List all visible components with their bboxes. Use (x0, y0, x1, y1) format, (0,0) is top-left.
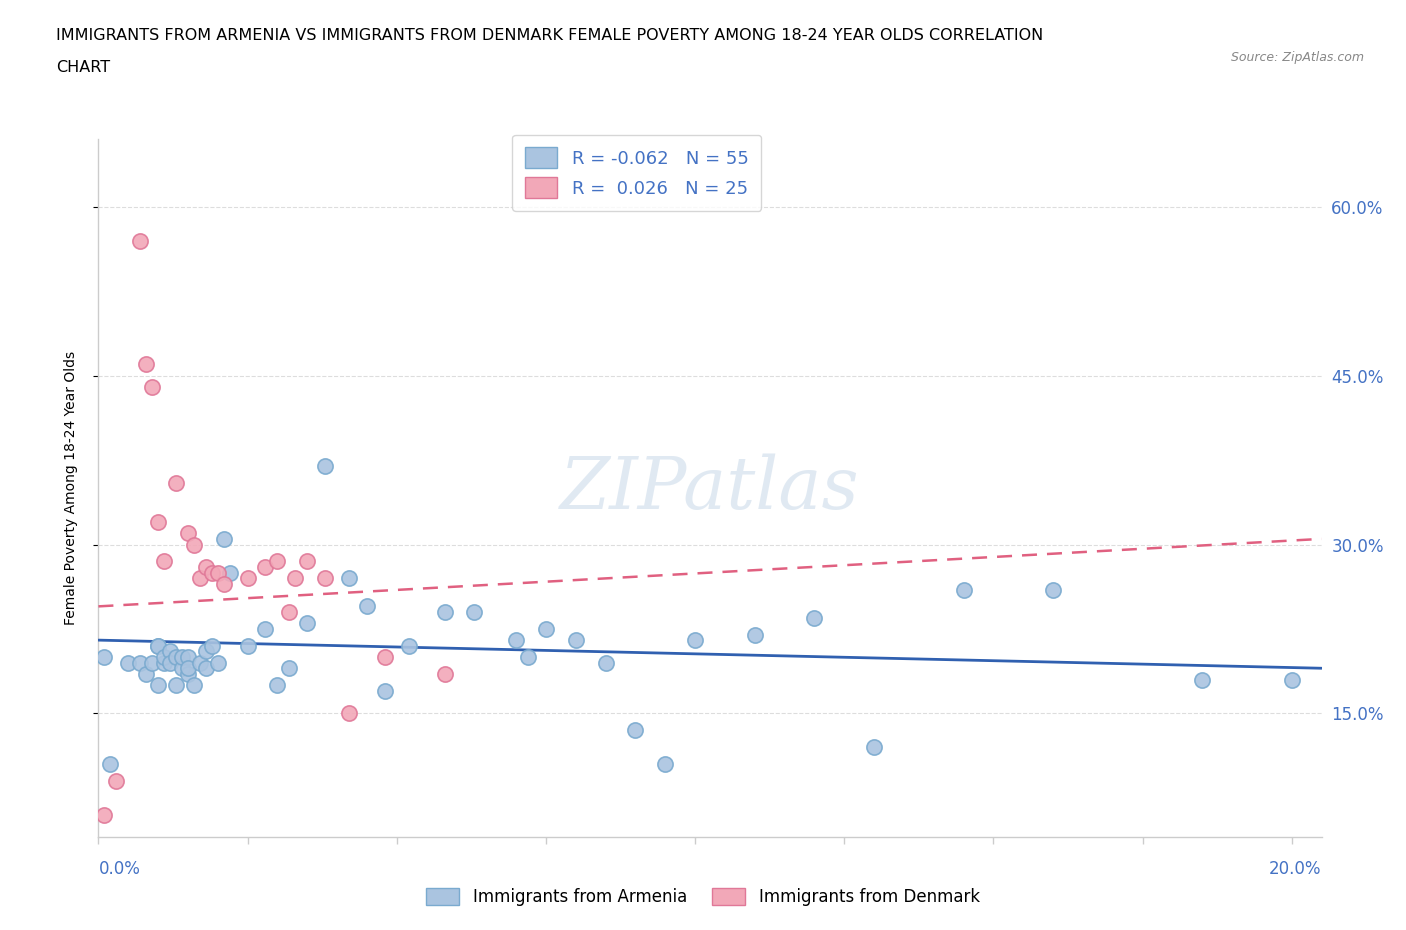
Point (93, 807, 115, 822)
Point (356, 599, 378, 614)
Point (201, 565, 224, 580)
Point (141, 655, 163, 670)
Point (188, 655, 211, 670)
Point (146, 678, 169, 693)
Point (165, 649, 187, 664)
Point (314, 458, 336, 473)
Text: 20.0%: 20.0% (1270, 860, 1322, 878)
Point (194, 644, 217, 658)
Point (1191, 672, 1213, 687)
Point (135, 357, 157, 372)
Point (183, 537, 205, 551)
Point (105, 774, 128, 789)
Point (463, 604, 485, 619)
Point (254, 560, 277, 575)
Point (517, 649, 540, 664)
Point (534, 621, 557, 636)
Text: CHART: CHART (56, 60, 110, 75)
Legend: R = -0.062   N = 55, R =  0.026   N = 25: R = -0.062 N = 55, R = 0.026 N = 25 (512, 135, 761, 210)
Y-axis label: Female Poverty Among 18-24 Year Olds: Female Poverty Among 18-24 Year Olds (63, 352, 77, 625)
Point (236, 571, 259, 586)
Point (218, 565, 240, 580)
Point (159, 644, 181, 658)
Point (254, 621, 277, 636)
Point (165, 475, 187, 490)
Point (212, 577, 235, 591)
Point (177, 649, 200, 664)
Point (177, 667, 200, 682)
Point (177, 525, 200, 540)
Point (129, 233, 152, 248)
Point (803, 610, 825, 625)
Point (565, 632, 588, 647)
Point (505, 632, 527, 647)
Point (170, 649, 193, 664)
Text: 0.0%: 0.0% (98, 860, 141, 878)
Point (337, 571, 360, 586)
Point (117, 655, 139, 670)
Point (153, 649, 176, 664)
Point (433, 604, 456, 619)
Point (433, 667, 456, 682)
Point (146, 638, 169, 653)
Point (146, 638, 169, 653)
Point (374, 649, 396, 664)
Point (194, 560, 217, 575)
Text: ZIPatlas: ZIPatlas (560, 453, 860, 524)
Point (266, 678, 288, 693)
Point (153, 655, 176, 670)
Point (297, 616, 319, 631)
Point (165, 678, 187, 693)
Point (207, 565, 229, 580)
Point (170, 661, 193, 676)
Point (278, 661, 301, 676)
Text: IMMIGRANTS FROM ARMENIA VS IMMIGRANTS FROM DENMARK FEMALE POVERTY AMONG 18-24 YE: IMMIGRANTS FROM ARMENIA VS IMMIGRANTS FR… (56, 28, 1043, 43)
Point (236, 638, 259, 653)
Point (654, 756, 676, 771)
Point (183, 678, 205, 693)
Text: Source: ZipAtlas.com: Source: ZipAtlas.com (1230, 51, 1364, 64)
Point (683, 632, 706, 647)
Point (374, 684, 396, 698)
Point (93, 649, 115, 664)
Legend: Immigrants from Armenia, Immigrants from Denmark: Immigrants from Armenia, Immigrants from… (419, 881, 987, 912)
Point (212, 531, 235, 546)
Point (153, 554, 176, 569)
Point (135, 667, 157, 682)
Point (284, 571, 307, 586)
Point (146, 514, 169, 529)
Point (194, 661, 217, 676)
Point (398, 638, 420, 653)
Point (201, 638, 224, 653)
Point (98, 756, 121, 771)
Point (314, 571, 336, 586)
Point (863, 739, 886, 754)
Point (278, 604, 301, 619)
Point (595, 655, 617, 670)
Point (1042, 582, 1064, 597)
Point (266, 554, 288, 569)
Point (141, 379, 163, 394)
Point (624, 723, 647, 737)
Point (297, 554, 319, 569)
Point (129, 655, 152, 670)
Point (337, 706, 360, 721)
Point (188, 571, 211, 586)
Point (207, 655, 229, 670)
Point (159, 655, 181, 670)
Point (744, 627, 766, 642)
Point (952, 582, 974, 597)
Point (1281, 672, 1303, 687)
Point (177, 661, 200, 676)
